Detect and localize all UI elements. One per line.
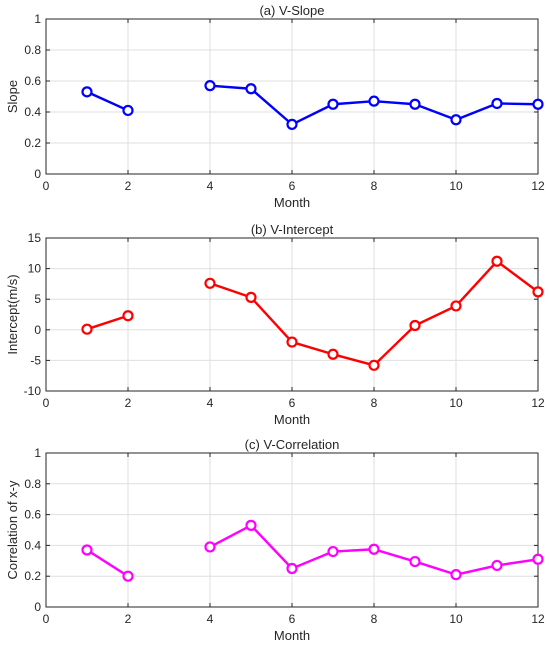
x-tick-label: 2: [125, 396, 132, 410]
y-tick-label: 0: [34, 600, 41, 614]
series-line: [86, 314, 129, 331]
y-tick-label: -10: [24, 384, 42, 398]
data-point: [204, 80, 216, 92]
x-tick-label: 4: [207, 396, 214, 410]
data-point: [409, 319, 421, 332]
panel-intercept: 0 2 4 6 8 10 12 -10 -5 0 5 10 15 (b) V-Intercept Month…: [5, 222, 545, 427]
x-tick-label: 0: [43, 179, 50, 193]
data-point: [327, 545, 339, 558]
data-point: [122, 570, 134, 582]
data-point: [81, 86, 93, 98]
data-point: [532, 98, 544, 110]
panel-correlation: 0 2 4 6 8 10 12 0 0.2 0.4 0.6 0.8 1 (c) V-Correlation…: [5, 437, 545, 643]
data-point: [122, 310, 134, 322]
chart-title: (c) V-Correlation: [245, 437, 340, 452]
data-point: [286, 336, 298, 348]
data-point: [327, 348, 339, 360]
data-point: [368, 359, 380, 371]
data-point: [81, 323, 93, 335]
x-tick-label: 6: [289, 612, 296, 626]
data-point: [81, 544, 93, 556]
y-tick-label: 0.8: [24, 477, 41, 491]
x-tick-label: 12: [531, 396, 545, 410]
x-tick-label: 12: [531, 179, 545, 193]
x-axis-label: Month: [274, 628, 310, 643]
data-point: [245, 83, 257, 95]
x-tick-label: 10: [449, 396, 463, 410]
y-tick-label: 0.6: [24, 508, 41, 522]
y-tick-label: 10: [28, 262, 42, 276]
x-tick-label: 6: [289, 179, 296, 193]
y-tick-label: 0.4: [24, 105, 41, 119]
x-tick-label: 8: [371, 179, 378, 193]
y-tick-label: 0: [34, 167, 41, 181]
axes-frame: [45, 452, 539, 608]
y-tick-label: 0: [34, 323, 41, 337]
axes-frame: [45, 237, 539, 392]
series-line: [86, 549, 129, 578]
y-axis-label: Intercept(m/s): [5, 274, 20, 354]
data-point: [450, 114, 462, 126]
data-point: [491, 559, 503, 572]
data-point: [245, 519, 257, 531]
data-point: [532, 286, 544, 298]
data-point: [491, 97, 503, 110]
data-point: [286, 562, 298, 575]
x-tick-label: 2: [125, 612, 132, 626]
chart-title: (a) V-Slope: [259, 3, 324, 18]
y-axis-label: Slope: [5, 80, 20, 113]
axes-frame: [45, 18, 539, 175]
x-tick-label: 2: [125, 179, 132, 193]
chart-title: (b) V-Intercept: [251, 222, 334, 237]
y-tick-label: 15: [28, 231, 42, 245]
x-tick-label: 8: [371, 612, 378, 626]
x-tick-label: 4: [207, 612, 214, 626]
x-tick-label: 4: [207, 179, 214, 193]
x-axis-label: Month: [274, 412, 310, 427]
y-tick-label: 5: [34, 292, 41, 306]
data-point: [122, 104, 134, 117]
data-point: [368, 95, 380, 107]
y-tick-label: 0.2: [24, 136, 41, 150]
y-tick-label: 0.2: [24, 569, 41, 583]
panel-slope: 0 2 4 6 8 10 12 0 0.2 0.4 0.6 0.8 1 (a) V-Slope Month S…: [5, 3, 545, 210]
y-axis-label: Correlation of x-y: [5, 480, 20, 579]
x-tick-label: 0: [43, 396, 50, 410]
data-point: [409, 98, 421, 110]
y-tick-label: 1: [34, 446, 41, 460]
data-point: [286, 118, 298, 131]
data-point: [450, 569, 462, 581]
x-tick-label: 12: [531, 612, 545, 626]
y-tick-label: 0.6: [24, 74, 41, 88]
x-tick-label: 0: [43, 612, 50, 626]
data-point: [245, 291, 257, 303]
data-point: [368, 543, 380, 555]
x-axis-label: Month: [274, 195, 310, 210]
y-tick-label: 0.4: [24, 538, 41, 552]
data-point: [204, 277, 216, 289]
data-point: [491, 255, 503, 267]
data-point: [450, 300, 462, 312]
y-tick-label: -5: [30, 353, 41, 367]
x-tick-label: 10: [449, 612, 463, 626]
x-tick-label: 6: [289, 396, 296, 410]
y-tick-label: 0.8: [24, 43, 41, 57]
data-point: [327, 98, 339, 110]
y-tick-label: 1: [34, 12, 41, 26]
x-tick-label: 8: [371, 396, 378, 410]
data-point: [204, 541, 216, 553]
data-point: [532, 553, 544, 565]
series-line: [86, 90, 129, 112]
x-tick-label: 10: [449, 179, 463, 193]
data-point: [409, 555, 421, 568]
